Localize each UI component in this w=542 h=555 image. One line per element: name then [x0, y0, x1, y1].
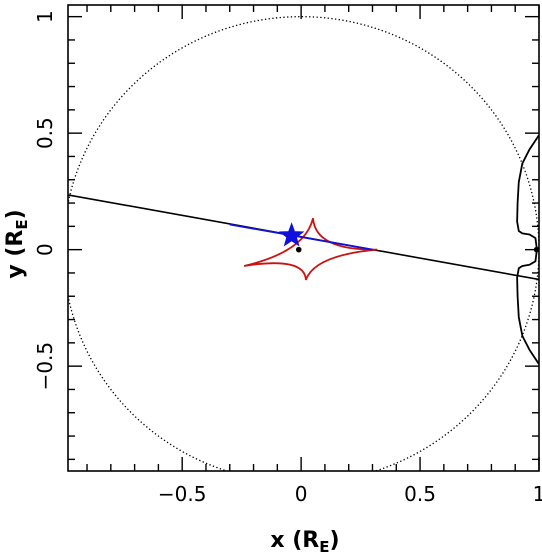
planet-critical-curve: [516, 251, 539, 365]
x-axis-label: x (RE): [270, 528, 339, 555]
y-tick-label: 0: [33, 243, 57, 256]
caustic: [243, 217, 378, 281]
planet-critical-curve: [516, 134, 539, 248]
y-axis-label: y (RE): [3, 209, 31, 278]
planet-marker: [533, 246, 539, 253]
x-tick-label: 1: [533, 482, 542, 506]
y-tick-label: 1: [33, 10, 57, 23]
x-tick-label: 0: [295, 482, 308, 506]
y-tick-label: 0.5: [33, 117, 57, 149]
plot-frame: [67, 4, 540, 472]
x-tick-label: −0.5: [158, 482, 207, 506]
y-tick-label: −0.5: [33, 342, 57, 391]
plot-area: [68, 16, 539, 471]
tick-labels: −0.5 0 0.5 1 −0.5 0 0.5 1: [33, 10, 542, 506]
x-tick-label: 0.5: [404, 482, 436, 506]
source-star: [278, 222, 305, 247]
lens-star: [295, 246, 302, 253]
source-track: [229, 223, 373, 251]
